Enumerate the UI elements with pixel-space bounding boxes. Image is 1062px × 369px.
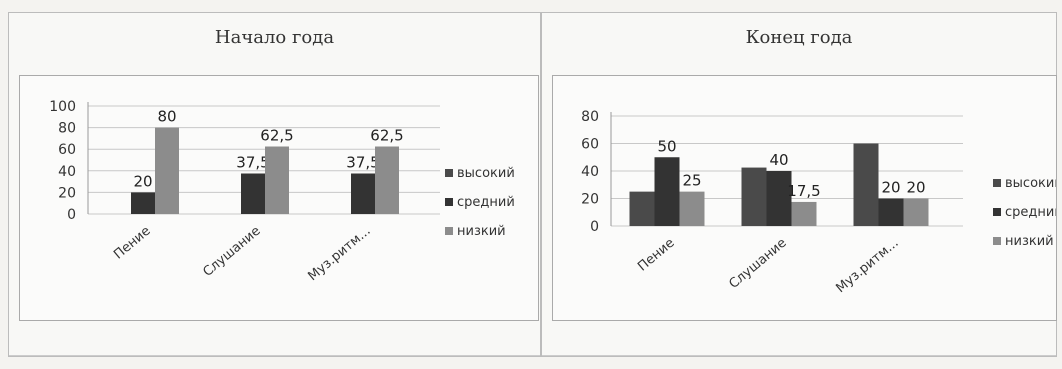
legend-swatch xyxy=(993,179,1001,187)
y-tick-label: 80 xyxy=(581,109,599,125)
bar-средний xyxy=(766,171,792,226)
data-label: 62,5 xyxy=(260,127,293,145)
data-label: 20 xyxy=(133,172,152,190)
bar-низкий xyxy=(679,191,705,226)
y-tick-label: 0 xyxy=(590,219,599,235)
data-label: 20 xyxy=(906,179,925,197)
data-label: 62,5 xyxy=(370,127,403,145)
bar-средний xyxy=(351,173,375,214)
bar-низкий xyxy=(155,127,179,214)
x-tick-label: Муз.ритм... xyxy=(833,236,901,297)
data-label: 37,5 xyxy=(346,154,379,172)
legend-label: средний xyxy=(457,195,515,210)
bar-высокий xyxy=(741,167,767,226)
legend-label: высокий xyxy=(1005,176,1056,191)
divider xyxy=(542,355,1056,356)
y-tick-label: 60 xyxy=(581,137,599,153)
y-tick-label: 100 xyxy=(49,99,76,115)
bar-низкий xyxy=(791,201,817,226)
data-label: 80 xyxy=(157,108,176,126)
data-label: 50 xyxy=(657,137,676,155)
legend-label: средний xyxy=(1005,205,1056,220)
legend-swatch xyxy=(445,169,453,177)
data-label: 40 xyxy=(769,151,788,169)
y-tick-label: 40 xyxy=(581,164,599,180)
y-tick-label: 0 xyxy=(67,207,76,223)
x-tick-label: Муз.ритм... xyxy=(305,224,373,285)
data-label: 37,5 xyxy=(236,154,269,172)
y-tick-label: 60 xyxy=(58,142,76,158)
chart-area: 0 20 40 60 80 100 20 80 Пение 37,5 62,5 Слушание 37,… xyxy=(19,75,539,321)
bar-низкий xyxy=(375,146,399,214)
x-tick-label: Слушание xyxy=(726,236,789,292)
data-label: 20 xyxy=(881,179,900,197)
bar-средний xyxy=(878,198,904,226)
y-tick-label: 80 xyxy=(58,121,76,137)
y-tick-label: 20 xyxy=(58,185,76,201)
x-tick-label: Пение xyxy=(635,236,677,275)
y-tick-label: 20 xyxy=(581,192,599,208)
bar-средний xyxy=(241,173,265,214)
x-tick-label: Пение xyxy=(111,224,153,263)
y-tick-label: 40 xyxy=(58,164,76,180)
chart-title: Начало года xyxy=(214,27,335,48)
legend-label: низкий xyxy=(1005,234,1054,249)
legend-label: низкий xyxy=(457,224,506,239)
chart-panel-end: Конец года 0 20 40 60 80 50 25 Пение 40 17,5 Слуша… xyxy=(541,12,1062,357)
chart-area: 0 20 40 60 80 50 25 Пение 40 17,5 Слушание 20 20 Муз.… xyxy=(552,75,1062,321)
chart-title: Конец года xyxy=(745,27,853,48)
legend-swatch xyxy=(445,198,453,206)
legend-swatch xyxy=(993,237,1001,245)
legend-label: высокий xyxy=(457,166,515,181)
bar-средний xyxy=(131,192,155,214)
x-tick-label: Слушание xyxy=(200,224,263,280)
data-label: 17,5 xyxy=(787,182,820,200)
chart-panel-start: Начало года 0 20 40 60 80 100 20 80 Пение 37,5 62,… xyxy=(8,12,541,357)
legend-swatch xyxy=(993,208,1001,216)
divider xyxy=(9,355,540,356)
bar-chart-end: 0 20 40 60 80 50 25 Пение 40 17,5 Слушание 20 20 Муз.… xyxy=(581,109,1062,297)
legend-swatch xyxy=(445,227,453,235)
bar-высокий xyxy=(853,143,879,226)
bar-высокий xyxy=(629,191,655,226)
bar-chart-start: 0 20 40 60 80 100 20 80 Пение 37,5 62,5 Слушание 37,… xyxy=(49,99,515,285)
bar-средний xyxy=(654,157,680,226)
bar-низкий xyxy=(903,198,929,226)
data-label: 25 xyxy=(682,172,701,190)
bar-низкий xyxy=(265,146,289,214)
